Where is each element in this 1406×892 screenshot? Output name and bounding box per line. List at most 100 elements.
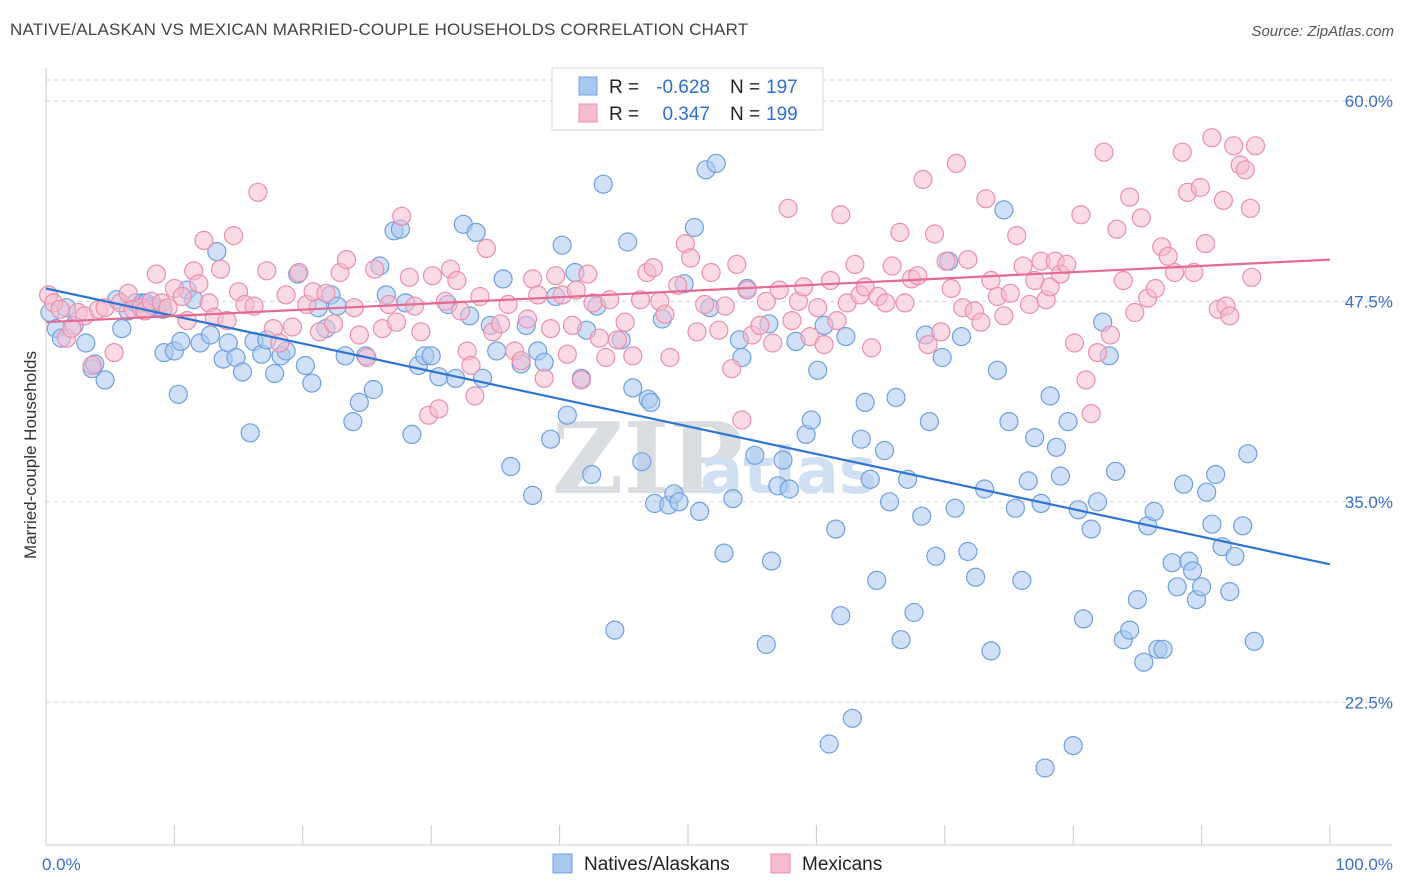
- native-point: [171, 331, 191, 351]
- mexican-point: [571, 370, 592, 390]
- mexican-point: [1040, 277, 1060, 297]
- mexican-point: [778, 198, 798, 218]
- mexican-point: [1202, 128, 1222, 148]
- mexican-trend-line: [45, 258, 1331, 324]
- mexican-point: [470, 286, 490, 307]
- x-tick-label-max: 100.0%: [1335, 855, 1393, 874]
- native-point: [891, 630, 911, 650]
- native-point: [867, 570, 887, 591]
- mexican-point: [831, 205, 851, 225]
- mexican-point: [958, 250, 978, 270]
- native-point: [819, 734, 839, 754]
- mexican-point: [1057, 254, 1077, 274]
- mexican-point: [399, 267, 419, 287]
- mexican-point: [732, 410, 752, 430]
- native-point: [1206, 464, 1226, 485]
- native-point: [1153, 639, 1173, 659]
- legend-swatch-mexican: [770, 853, 791, 874]
- native-point: [1202, 514, 1222, 534]
- mexican-point: [946, 153, 967, 173]
- mexican-point: [316, 283, 336, 303]
- native-point: [421, 346, 441, 366]
- mexican-point: [1000, 283, 1020, 303]
- mexican-point: [490, 314, 511, 334]
- mexican-point: [814, 335, 834, 355]
- mexican-point: [722, 359, 742, 379]
- mexican-point: [782, 311, 802, 331]
- native-point: [779, 479, 800, 499]
- mexican-point: [1145, 278, 1166, 299]
- mexican-point: [769, 280, 789, 300]
- mexican-point: [643, 258, 663, 278]
- mexican-point: [447, 270, 467, 291]
- native-point: [706, 153, 726, 173]
- mexican-point: [104, 343, 124, 363]
- mexican-point: [1131, 208, 1151, 228]
- x-axis-ticks: [173, 825, 1331, 845]
- mexican-point: [429, 399, 449, 419]
- mexican-point: [1125, 302, 1145, 323]
- bottom-legend: Natives/Alaskans Mexicans: [552, 853, 882, 875]
- mexican-point: [1100, 325, 1121, 345]
- native-point: [912, 506, 932, 526]
- mexican-r-label: R =: [609, 104, 639, 125]
- mexican-point: [1190, 177, 1210, 198]
- grid-layer: [46, 79, 1392, 703]
- mexican-point: [1220, 306, 1240, 326]
- mexican-point: [737, 280, 757, 300]
- mexican-point: [668, 275, 688, 295]
- mexican-point: [534, 368, 554, 388]
- mexican-point: [189, 274, 209, 294]
- mexican-point: [349, 325, 369, 345]
- native-point: [1134, 652, 1154, 672]
- native-point: [994, 200, 1014, 220]
- native-point: [623, 378, 643, 398]
- native-point: [945, 498, 965, 518]
- native-point: [808, 360, 828, 380]
- stats-box: R = -0.628 N = 197 R = 0.347 N = 199: [551, 67, 824, 131]
- native-point: [831, 606, 851, 626]
- mexican-point: [289, 262, 309, 283]
- mexican-point: [282, 317, 303, 337]
- mexican-point: [522, 269, 543, 289]
- mexican-point: [750, 315, 770, 335]
- mexican-point: [392, 206, 412, 226]
- mexican-point: [546, 266, 566, 286]
- mexican-point: [336, 250, 357, 270]
- native-point: [745, 445, 765, 465]
- mexican-point: [607, 330, 628, 350]
- legend-swatch-native: [552, 853, 573, 874]
- mexican-point: [882, 256, 902, 276]
- mexican-point: [931, 322, 951, 342]
- native-point: [632, 452, 652, 472]
- native-point: [534, 352, 554, 372]
- native-n-value: 197: [766, 77, 798, 98]
- native-point: [756, 634, 776, 655]
- mexican-point: [476, 238, 496, 258]
- mexican-point: [244, 296, 264, 316]
- mexican-point: [1076, 370, 1096, 390]
- mexican-point: [615, 312, 635, 332]
- mexican-point: [540, 319, 561, 339]
- native-point: [855, 392, 875, 412]
- native-point: [842, 708, 863, 728]
- legend-label-native: Natives/Alaskans: [584, 854, 730, 875]
- mexican-point: [172, 286, 192, 307]
- native-point: [522, 485, 543, 505]
- mexican-point: [660, 347, 680, 368]
- y-tick-label: 22.5%: [1345, 693, 1393, 712]
- mexican-point: [1007, 226, 1027, 246]
- native-point: [200, 325, 220, 345]
- axis-layer: [45, 68, 1392, 846]
- mexican-point: [118, 283, 138, 303]
- mexican-point: [655, 304, 675, 324]
- native-r-label: R =: [609, 77, 639, 98]
- mexican-point: [908, 266, 928, 286]
- mexican-point: [566, 280, 586, 300]
- mexican-point: [386, 312, 407, 332]
- native-point: [826, 519, 846, 539]
- native-point: [1173, 474, 1194, 494]
- mexican-point: [194, 230, 214, 250]
- legend-label-mexican: Mexicans: [802, 854, 882, 875]
- native-point: [402, 424, 422, 444]
